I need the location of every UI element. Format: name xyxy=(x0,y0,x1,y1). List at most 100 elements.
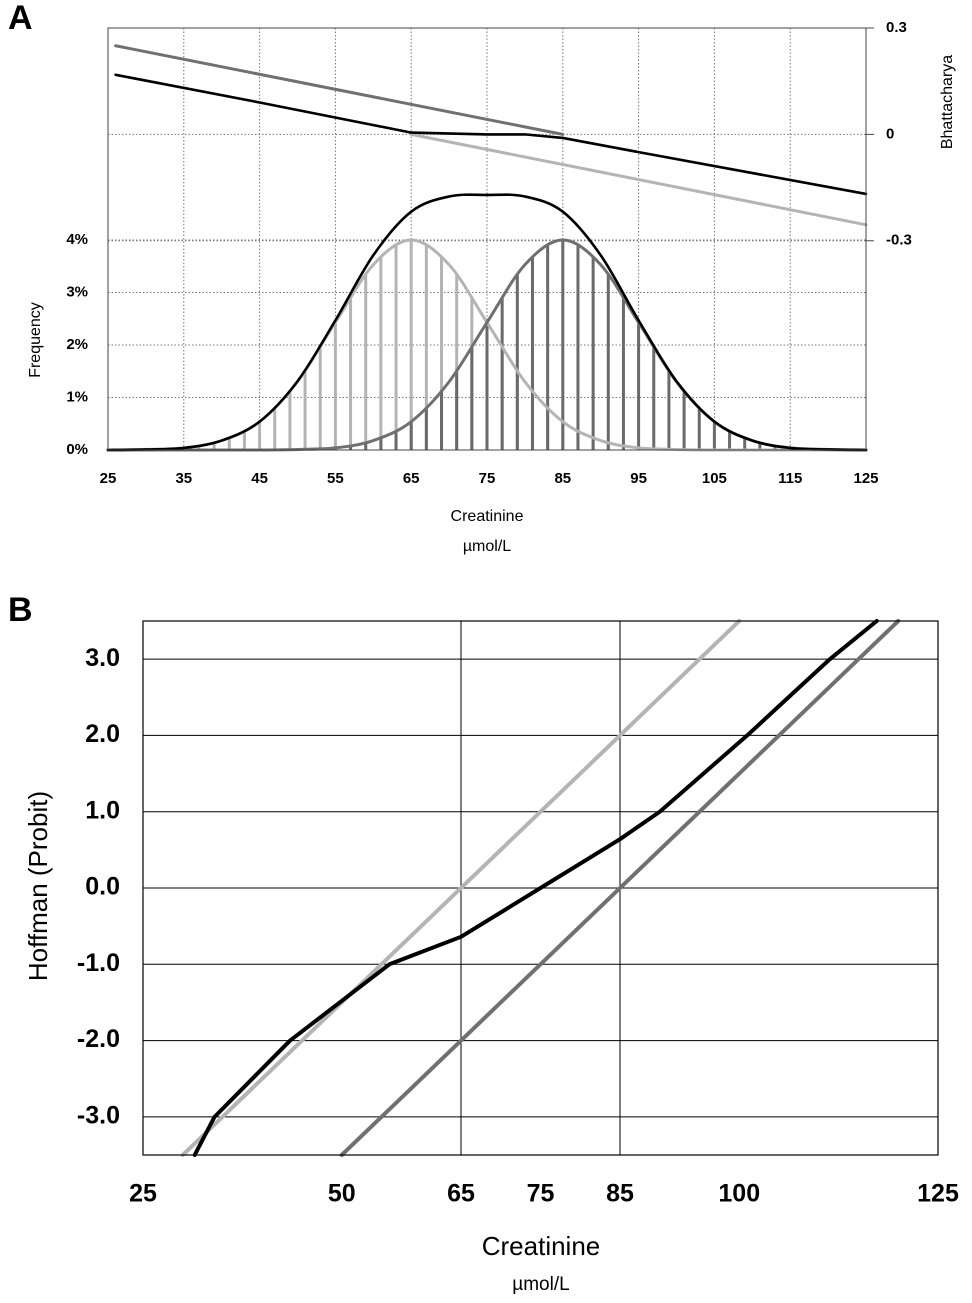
histogram-bar xyxy=(515,274,519,450)
series-line xyxy=(114,44,565,136)
histogram-bar xyxy=(455,371,459,450)
histogram-bar xyxy=(637,322,641,450)
x-axis-label: Creatinine xyxy=(451,508,524,525)
histogram-bar xyxy=(227,437,231,450)
histogram-bar xyxy=(591,256,595,450)
series-line xyxy=(339,619,901,1157)
plot-frame xyxy=(142,620,939,1156)
y-tick-label: -2.0 xyxy=(77,1025,120,1053)
y-tick-label: 0% xyxy=(66,441,88,458)
histogram-bar xyxy=(712,421,716,450)
histogram-bar xyxy=(258,421,262,450)
x-tick-label: 125 xyxy=(917,1180,959,1208)
x-axis-unit: µmol/L xyxy=(512,1274,569,1295)
x-tick-label: 105 xyxy=(702,470,727,487)
histogram-bar xyxy=(606,274,610,450)
histogram-bar xyxy=(500,297,504,450)
panel-label: A xyxy=(8,0,33,37)
y-tick-label: 3.0 xyxy=(85,644,120,672)
x-tick-label: 25 xyxy=(129,1180,157,1208)
histogram-bar xyxy=(743,437,747,450)
histogram-bar xyxy=(455,274,459,450)
histogram-bar xyxy=(470,347,474,450)
x-tick-label: 45 xyxy=(251,470,268,487)
y-tick-label: 2% xyxy=(66,336,88,353)
series-line xyxy=(180,619,742,1157)
x-tick-label: 85 xyxy=(606,1180,634,1208)
series-line xyxy=(106,193,868,452)
histogram-bar xyxy=(728,431,732,450)
x-tick-label: 75 xyxy=(479,470,496,487)
x-tick-label: 100 xyxy=(718,1180,760,1208)
series-line xyxy=(114,73,868,196)
y-tick-label: 2.0 xyxy=(85,720,120,748)
y-tick-label: -1.0 xyxy=(77,949,120,977)
histogram-bar xyxy=(440,256,444,450)
y2-tick-label: 0 xyxy=(886,125,894,142)
histogram-bar xyxy=(697,408,701,450)
histogram-bar xyxy=(197,445,201,450)
y-tick-label: 1.0 xyxy=(85,796,120,824)
histogram-bar xyxy=(409,240,413,450)
panel-label: B xyxy=(8,591,33,629)
histogram-bar xyxy=(424,244,428,450)
histogram-bar xyxy=(242,431,246,450)
histogram-bar xyxy=(303,371,307,450)
plot-frame xyxy=(107,27,867,451)
x-axis-label: Creatinine xyxy=(482,1231,601,1261)
histogram-bar xyxy=(576,244,580,450)
histogram-bar xyxy=(440,391,444,450)
x-tick-label: 35 xyxy=(175,470,192,487)
histogram-bar xyxy=(758,442,762,450)
y-axis-label: Frequency xyxy=(27,302,44,378)
x-tick-label: 25 xyxy=(100,470,117,487)
histogram-bar xyxy=(288,391,292,450)
x-axis-unit: µmol/L xyxy=(463,538,511,555)
x-tick-label: 50 xyxy=(328,1180,356,1208)
y-axis-label: Hoffman (Probit) xyxy=(23,791,53,981)
histogram-bar xyxy=(379,256,383,450)
histogram-bar xyxy=(409,421,413,450)
histogram-bar xyxy=(379,437,383,450)
histogram-bar xyxy=(333,322,337,450)
y-tick-label: 1% xyxy=(66,388,88,405)
x-tick-label: 115 xyxy=(778,470,802,487)
x-tick-label: 65 xyxy=(447,1180,475,1208)
histogram-bar xyxy=(424,408,428,450)
histogram-bar xyxy=(394,431,398,450)
histogram-bar xyxy=(318,347,322,450)
x-tick-label: 75 xyxy=(527,1180,555,1208)
histogram-bar xyxy=(773,445,777,450)
x-tick-label: 55 xyxy=(327,470,344,487)
x-tick-label: 95 xyxy=(630,470,647,487)
histogram-bar xyxy=(667,371,671,450)
histogram-bar xyxy=(364,442,368,450)
series-line xyxy=(192,619,879,1157)
histogram-bar xyxy=(212,442,216,450)
y-tick-label: -3.0 xyxy=(77,1101,120,1129)
y2-tick-label: -0.3 xyxy=(886,232,912,249)
histogram-bar xyxy=(621,297,625,450)
histogram-bar xyxy=(394,244,398,450)
y2-tick-label: 0.3 xyxy=(886,19,907,36)
histogram-bar xyxy=(364,274,368,450)
y-tick-label: 0.0 xyxy=(85,873,120,901)
histogram-bar xyxy=(273,408,277,450)
x-tick-label: 125 xyxy=(853,470,878,487)
histogram-bar xyxy=(349,445,353,450)
x-tick-label: 65 xyxy=(403,470,420,487)
y-tick-label: 3% xyxy=(66,284,88,301)
histogram-bar xyxy=(561,240,565,450)
histogram-bar xyxy=(682,391,686,450)
histogram-bar xyxy=(652,347,656,450)
histogram-bar xyxy=(546,244,550,450)
series-line xyxy=(409,132,868,227)
y2-axis-label: Bhattacharya xyxy=(939,55,956,149)
histogram-bar xyxy=(485,322,489,450)
x-tick-label: 85 xyxy=(554,470,571,487)
histogram-bar xyxy=(530,256,534,450)
y-tick-label: 4% xyxy=(66,231,88,248)
histogram-bar xyxy=(349,297,353,450)
